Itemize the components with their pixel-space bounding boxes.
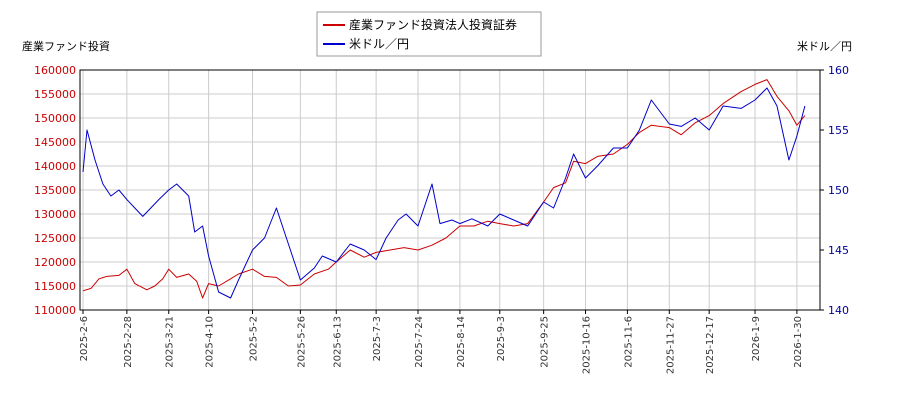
x-tick-label: 2025-2-6 bbox=[79, 316, 90, 361]
x-tick-label: 2025-5-26 bbox=[296, 316, 307, 368]
right-axis-title: 米ドル／円 bbox=[797, 40, 852, 53]
left-tick-label: 120000 bbox=[34, 256, 76, 269]
right-tick-label: 140 bbox=[828, 304, 849, 317]
x-tick-label: 2025-7-24 bbox=[414, 316, 425, 368]
x-tick-label: 2025-10-16 bbox=[582, 316, 593, 374]
series-layer bbox=[82, 79, 806, 299]
x-tick-label: 2025-2-28 bbox=[123, 316, 134, 368]
x-tick-label: 2025-8-14 bbox=[456, 316, 467, 368]
x-tick-label: 2025-9-3 bbox=[496, 316, 507, 361]
x-tick-label: 2025-9-25 bbox=[540, 316, 551, 368]
x-axis-ticks: 2025-2-6 2025-2-28 2025-3-21 2025-4-10 2025-… bbox=[79, 310, 804, 374]
left-tick-label: 150000 bbox=[34, 112, 76, 125]
left-tick-label: 115000 bbox=[34, 280, 76, 293]
legend-box bbox=[316, 11, 542, 57]
x-tick-label: 2025-11-6 bbox=[623, 316, 634, 368]
left-tick-label: 155000 bbox=[34, 88, 76, 101]
legend: 産業ファンド投資法人投資証券 米ドル／円 bbox=[316, 11, 542, 57]
legend-label-usdjpy: 米ドル／円 bbox=[349, 37, 409, 51]
left-tick-label: 135000 bbox=[34, 184, 76, 197]
left-tick-label: 110000 bbox=[34, 304, 76, 317]
left-tick-label: 130000 bbox=[34, 208, 76, 221]
right-axis-ticks: 140 145 150 155 160 bbox=[820, 64, 849, 317]
left-tick-label: 145000 bbox=[34, 136, 76, 149]
x-tick-label: 2025-6-13 bbox=[332, 316, 343, 368]
right-tick-label: 150 bbox=[828, 184, 849, 197]
series-line-usdjpy bbox=[82, 87, 806, 299]
right-tick-label: 160 bbox=[828, 64, 849, 77]
legend-label-stock: 産業ファンド投資法人投資証券 bbox=[349, 17, 517, 32]
left-axis-ticks: 110000 115000 120000 125000 130000 135000 1400… bbox=[34, 64, 76, 317]
left-tick-label: 125000 bbox=[34, 232, 76, 245]
right-tick-label: 145 bbox=[828, 244, 849, 257]
x-tick-label: 2025-7-3 bbox=[372, 316, 383, 361]
x-tick-label: 2025-5-2 bbox=[249, 316, 260, 361]
left-axis-title: 産業ファンド投資 bbox=[22, 39, 110, 53]
x-tick-label: 2025-3-21 bbox=[165, 316, 176, 368]
x-tick-label: 2025-4-10 bbox=[205, 316, 216, 368]
x-tick-label: 2026-1-9 bbox=[751, 316, 762, 361]
right-tick-label: 155 bbox=[828, 124, 849, 137]
x-tick-label: 2026-1-30 bbox=[793, 316, 804, 368]
x-tick-label: 2025-12-17 bbox=[705, 316, 716, 374]
left-tick-label: 160000 bbox=[34, 64, 76, 77]
left-tick-label: 140000 bbox=[34, 160, 76, 173]
series-line-stock bbox=[82, 79, 806, 299]
x-tick-label: 2025-11-27 bbox=[665, 316, 676, 374]
